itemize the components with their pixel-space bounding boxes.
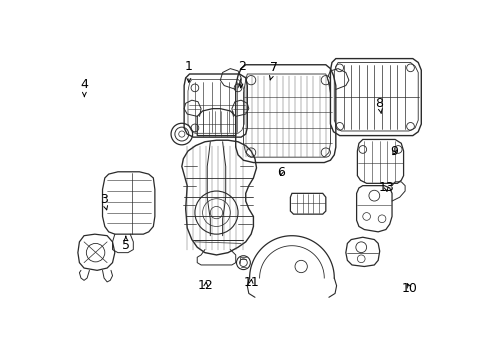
Text: 8: 8 — [375, 97, 383, 113]
Text: 9: 9 — [391, 145, 398, 158]
Text: 1: 1 — [185, 60, 193, 82]
Text: 11: 11 — [243, 276, 259, 289]
Text: 4: 4 — [80, 78, 88, 96]
Text: 13: 13 — [378, 181, 394, 194]
Text: 5: 5 — [122, 236, 130, 252]
Text: 3: 3 — [100, 193, 108, 210]
Text: 10: 10 — [402, 282, 417, 295]
Text: 2: 2 — [238, 60, 245, 88]
Text: 7: 7 — [270, 61, 278, 80]
Text: 12: 12 — [198, 279, 214, 292]
Text: 6: 6 — [277, 166, 285, 179]
